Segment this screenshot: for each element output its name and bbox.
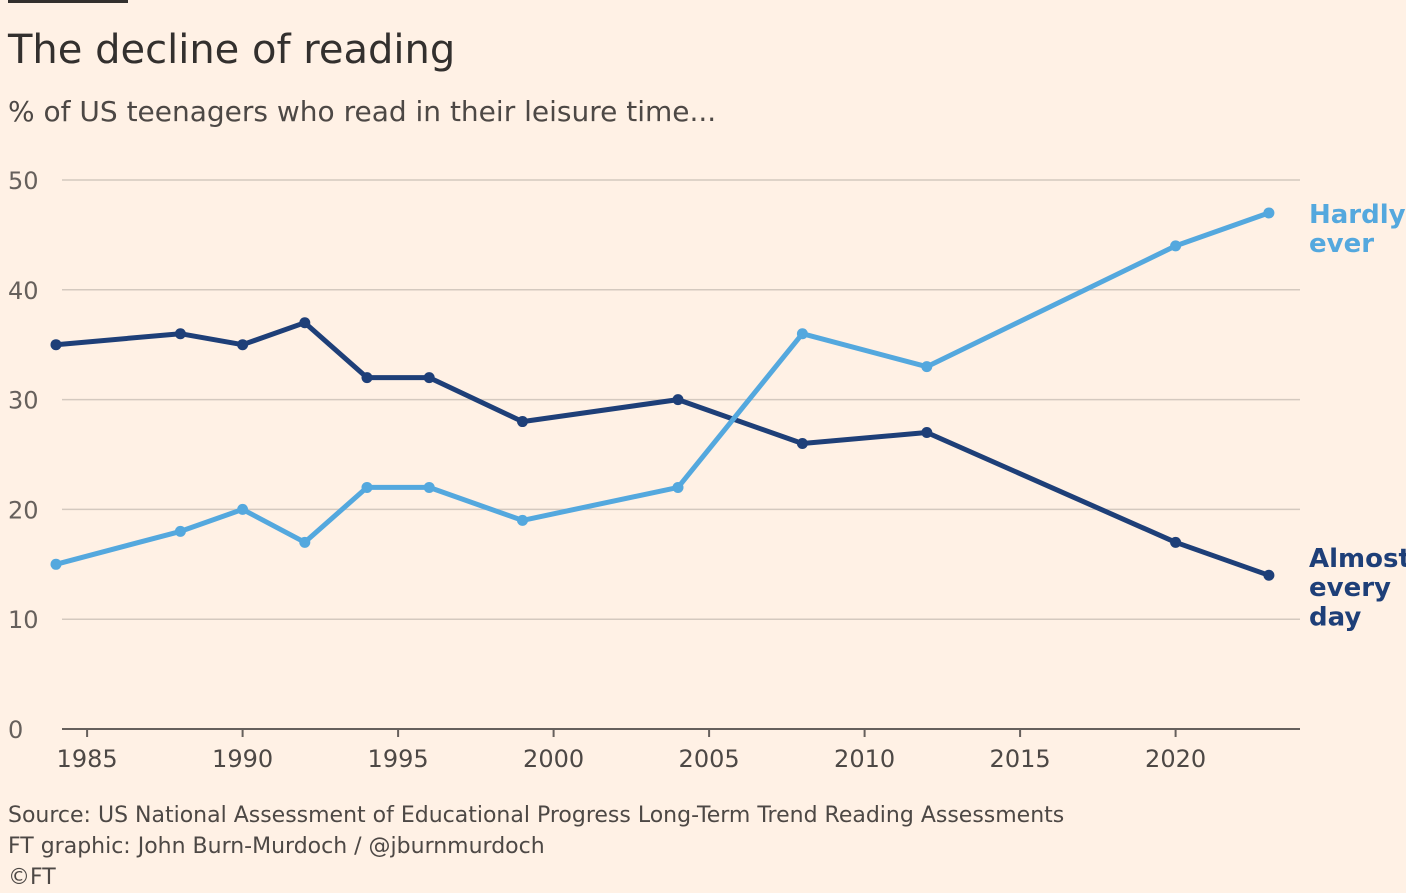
x-tick-label: 2000 [523, 745, 584, 773]
y-tick-label: 50 [8, 167, 39, 195]
y-tick-label: 30 [8, 387, 39, 415]
data-point [423, 372, 435, 384]
series-label-line: Hardly [1309, 200, 1406, 230]
series-line-1 [53, 210, 1272, 567]
y-tick-label: 40 [8, 277, 39, 305]
data-point [921, 427, 933, 439]
series-line-0 [53, 320, 1272, 578]
data-point [1170, 240, 1182, 252]
data-point [50, 339, 62, 351]
x-tick-label: 1995 [368, 745, 429, 773]
chart-title: The decline of reading [8, 27, 456, 73]
y-tick-label: 10 [8, 606, 39, 634]
data-point [672, 394, 684, 406]
data-point [672, 481, 684, 493]
data-point [174, 525, 186, 537]
data-point [50, 558, 62, 570]
data-point [361, 481, 373, 493]
series-label-line: every [1309, 573, 1391, 603]
series-label-line: ever [1309, 229, 1374, 259]
data-point [1170, 536, 1182, 548]
data-point [361, 372, 373, 384]
data-point [517, 416, 528, 428]
data-point [174, 328, 186, 340]
data-point [1263, 207, 1275, 219]
x-tick-label: 1985 [57, 745, 118, 773]
source-note: Source: US National Assessment of Educat… [8, 803, 1065, 828]
data-point [517, 514, 528, 526]
y-tick-label: 20 [8, 496, 39, 524]
data-point [796, 438, 808, 450]
data-point [423, 481, 435, 493]
footer: Source: US National Assessment of Educat… [8, 800, 1064, 893]
chart-subtitle: % of US teenagers who read in their leis… [8, 95, 717, 128]
data-point [237, 339, 249, 351]
series-label-line: Almost [1309, 544, 1406, 574]
top-rule [8, 0, 128, 3]
data-point [299, 317, 311, 329]
x-tick-label: 2020 [1145, 745, 1206, 773]
x-tick-label: 1990 [212, 745, 273, 773]
x-tick-label: 2010 [834, 745, 895, 773]
y-tick-label: 0 [8, 716, 23, 744]
x-tick-label: 2015 [990, 745, 1051, 773]
data-point [237, 503, 249, 515]
series-label-line: day [1309, 603, 1361, 633]
data-point [796, 328, 808, 340]
series-label-0: Almost every day [1309, 544, 1406, 633]
data-point [921, 361, 933, 373]
line-chart: 0 10 20 30 40 50 1985 1990 1995 2000 2005 2010 2015 2… [8, 167, 1406, 773]
series-label-1: Hardly ever [1309, 200, 1406, 259]
x-tick-label: 2005 [679, 745, 740, 773]
graphic-credit: FT graphic: John Burn-Murdoch / @jburnmu… [8, 834, 545, 859]
data-point [1263, 569, 1275, 581]
data-point [299, 536, 311, 548]
